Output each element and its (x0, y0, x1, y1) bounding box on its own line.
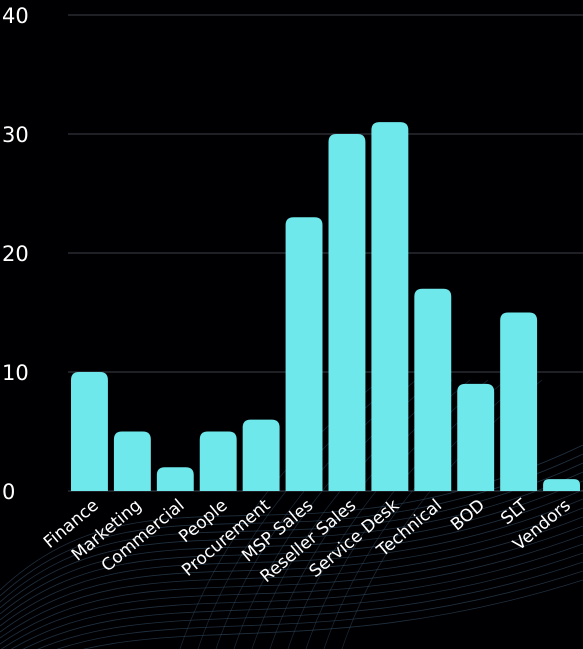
bar-marketing (113, 431, 151, 491)
bar-bod (457, 383, 495, 491)
wave-line (0, 480, 583, 615)
bar-commercial (156, 467, 194, 491)
wave-line (0, 498, 583, 627)
bar-technical (414, 288, 452, 491)
wave-line (0, 462, 583, 603)
wave-line (0, 516, 583, 639)
wave-line (82, 579, 583, 649)
wave-line (0, 471, 583, 609)
x-axis-labels: FinanceMarketingCommercialPeopleProcurem… (40, 495, 575, 587)
wave-line (0, 453, 583, 597)
wave-line (0, 525, 583, 645)
wave-line (56, 570, 583, 649)
y-tick-label: 20 (2, 242, 29, 266)
wave-line (0, 489, 583, 621)
wave-line (0, 534, 583, 649)
wave-line (0, 507, 583, 633)
bars (71, 122, 580, 492)
bar-finance (71, 372, 108, 491)
wave-line (22, 552, 583, 649)
bar-slt (500, 312, 538, 491)
bar-reseller-sales (328, 134, 366, 491)
bar-msp-sales (285, 217, 323, 492)
bar-service-desk (371, 122, 409, 491)
wave-line (10, 543, 583, 649)
bar-people (199, 431, 237, 491)
y-tick-label: 30 (2, 123, 29, 147)
wave-line (251, 379, 453, 649)
bar-vendors (543, 479, 580, 491)
wave-line (37, 561, 583, 649)
grid-lines (68, 14, 583, 492)
bar-procurement (242, 419, 280, 491)
y-tick-label: 40 (2, 4, 29, 28)
y-axis-ticks: 0 10 20 30 40 (2, 4, 29, 504)
y-tick-label: 10 (2, 361, 29, 385)
y-tick-label: 0 (2, 480, 15, 504)
